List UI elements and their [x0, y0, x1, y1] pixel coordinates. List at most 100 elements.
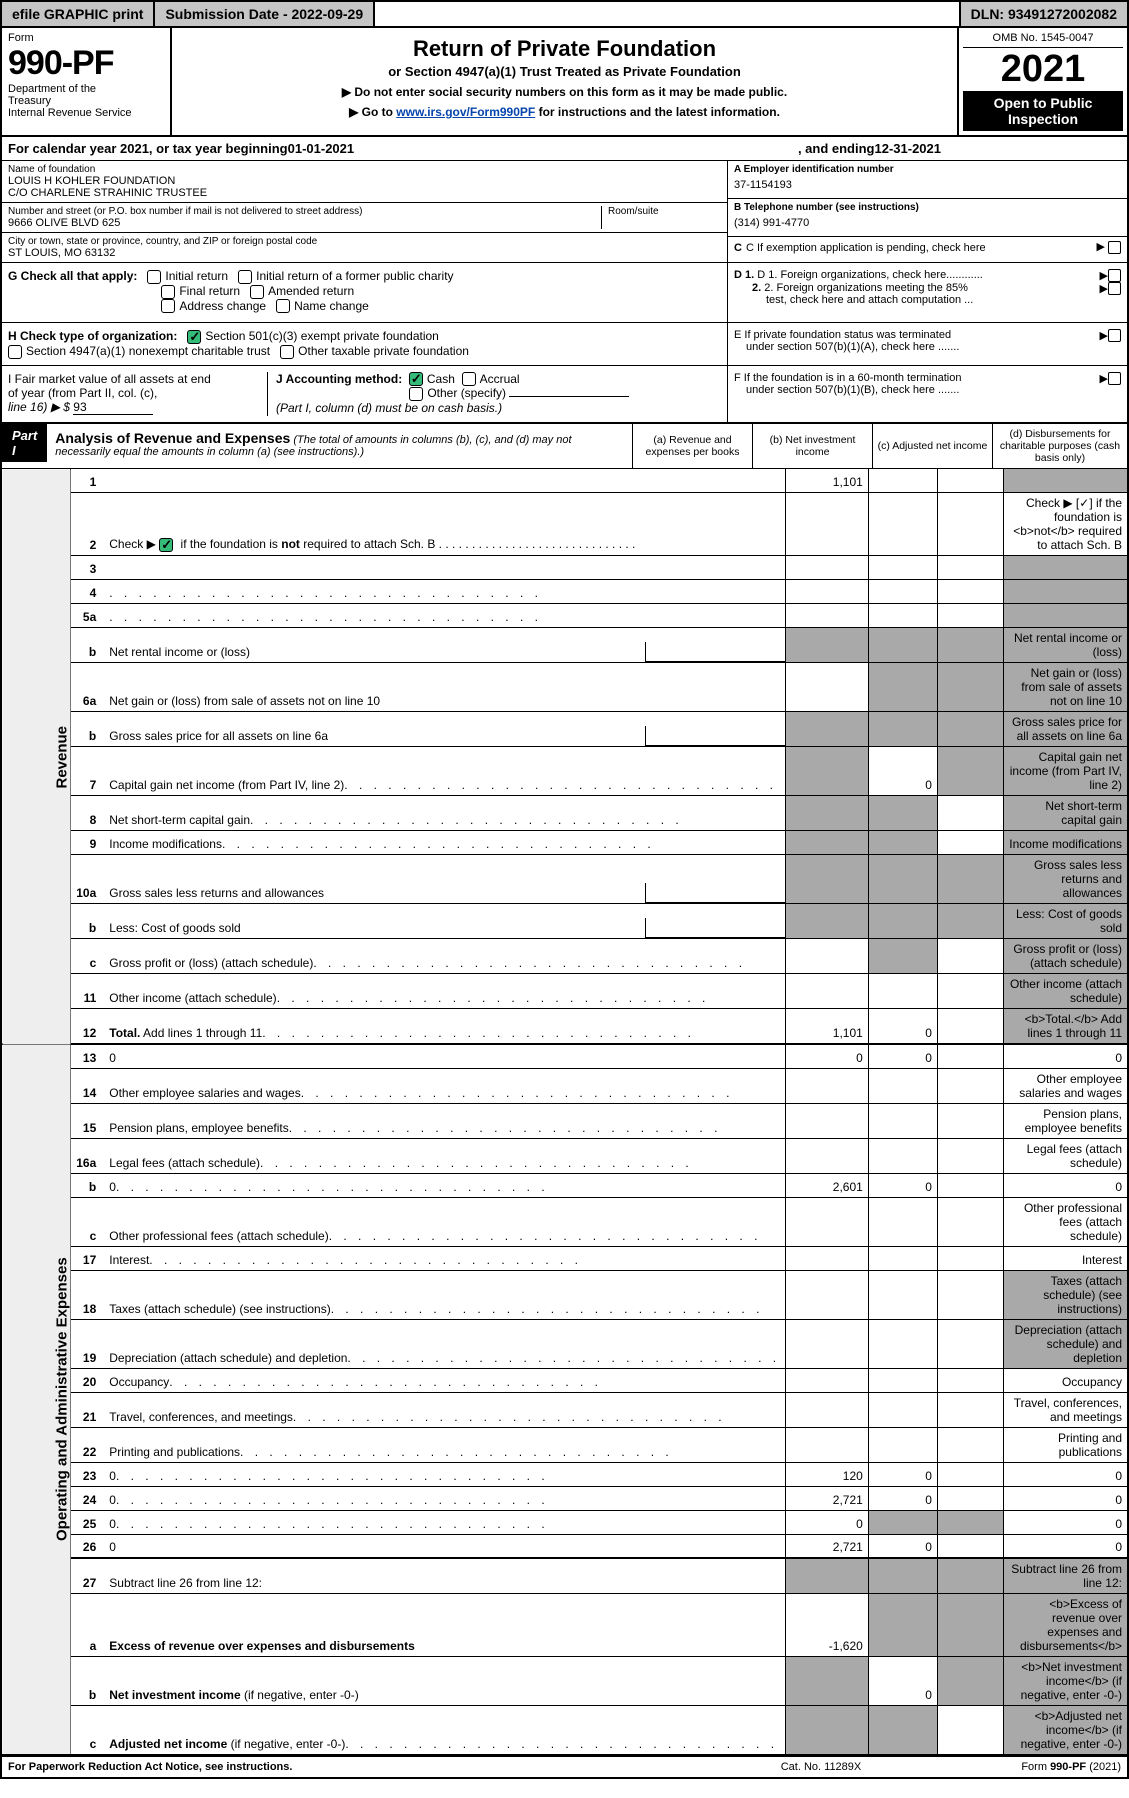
- cell-col-a: [786, 712, 869, 747]
- line-number: 16a: [71, 1138, 105, 1173]
- cell-col-c: [937, 1706, 1003, 1756]
- checkbox-d2[interactable]: [1108, 282, 1121, 295]
- cell-col-c: [937, 1138, 1003, 1173]
- line-description: . . . . . . . . . . . . . . . . . . . . …: [104, 604, 785, 628]
- cell-col-a: 2,721: [786, 1486, 869, 1510]
- line-number: b: [71, 712, 105, 747]
- cell-col-a: [786, 604, 869, 628]
- line-description: Income modifications . . . . . . . . . .…: [104, 831, 785, 855]
- header-left: Form 990-PF Department of the Treasury I…: [2, 28, 172, 135]
- cell-col-a: 1,101: [786, 469, 869, 493]
- checkbox-sch-b[interactable]: [159, 538, 173, 552]
- header-center: Return of Private Foundation or Section …: [172, 28, 957, 135]
- cell-col-b: [868, 1594, 937, 1657]
- cell-col-b: [868, 580, 937, 604]
- irs-link[interactable]: www.irs.gov/Form990PF: [396, 105, 535, 119]
- efile-graphic-link[interactable]: efile GRAPHIC print: [2, 2, 153, 26]
- cell-col-d: Pension plans, employee benefits: [1003, 1103, 1127, 1138]
- line-description: 0 . . . . . . . . . . . . . . . . . . . …: [104, 1486, 785, 1510]
- checkbox-final-return[interactable]: [161, 285, 175, 299]
- checkbox-e[interactable]: [1108, 329, 1121, 342]
- checkbox-initial-former[interactable]: [238, 270, 252, 284]
- cell-col-d: Travel, conferences, and meetings: [1003, 1392, 1127, 1427]
- checkbox-other-method[interactable]: [409, 387, 423, 401]
- cell-col-d: 0: [1003, 1486, 1127, 1510]
- line-row: 250 . . . . . . . . . . . . . . . . . . …: [2, 1510, 1127, 1534]
- form-note-1: ▶ Do not enter social security numbers o…: [178, 85, 951, 99]
- line-number: 4: [71, 580, 105, 604]
- cell-col-b: [868, 628, 937, 663]
- form-title: Return of Private Foundation: [178, 36, 951, 62]
- checkbox-d1[interactable]: [1108, 269, 1121, 282]
- cell-col-b: [868, 855, 937, 904]
- cell-col-c: [937, 604, 1003, 628]
- line-row: 2602,72100: [2, 1534, 1127, 1558]
- line-row: 9Income modifications . . . . . . . . . …: [2, 831, 1127, 855]
- line-row: b0 . . . . . . . . . . . . . . . . . . .…: [2, 1173, 1127, 1197]
- line-row: 16aLegal fees (attach schedule) . . . . …: [2, 1138, 1127, 1173]
- cell-col-b: [868, 939, 937, 974]
- line-number: 2: [71, 493, 105, 556]
- line-description: Printing and publications . . . . . . . …: [104, 1427, 785, 1462]
- line-number: 23: [71, 1462, 105, 1486]
- cell-col-b: [868, 712, 937, 747]
- checkbox-name-change[interactable]: [276, 299, 290, 313]
- line-row: 2Check ▶ if the foundation is not requir…: [2, 493, 1127, 556]
- line-row: cAdjusted net income (if negative, enter…: [2, 1706, 1127, 1756]
- cell-col-d: [1003, 469, 1127, 493]
- phone-value: (314) 991-4770: [734, 213, 1121, 233]
- cell-col-c: [937, 1270, 1003, 1319]
- line-description: [104, 469, 785, 493]
- cell-col-d: Gross sales price for all assets on line…: [1003, 712, 1127, 747]
- line-number: 19: [71, 1319, 105, 1368]
- col-c-header: (c) Adjusted net income: [872, 424, 992, 468]
- checkbox-4947[interactable]: [8, 345, 22, 359]
- cell-col-d: Net rental income or (loss): [1003, 628, 1127, 663]
- cell-col-a: [786, 747, 869, 796]
- line-row: 7Capital gain net income (from Part IV, …: [2, 747, 1127, 796]
- cell-col-d: Depreciation (attach schedule) and deple…: [1003, 1319, 1127, 1368]
- cell-col-d: <b>Net investment income</b> (if negativ…: [1003, 1657, 1127, 1706]
- line-description: Check ▶ if the foundation is not require…: [104, 493, 785, 556]
- cell-col-c: [937, 1392, 1003, 1427]
- line-description: Net short-term capital gain . . . . . . …: [104, 796, 785, 831]
- cell-col-c: [937, 1594, 1003, 1657]
- checkbox-f[interactable]: [1108, 372, 1121, 385]
- cell-col-a: [786, 663, 869, 712]
- checkbox-amended-return[interactable]: [250, 285, 264, 299]
- cell-col-c: [937, 1103, 1003, 1138]
- line-description: Other employee salaries and wages . . . …: [104, 1068, 785, 1103]
- cell-col-a: [786, 556, 869, 580]
- cell-col-b: [868, 904, 937, 939]
- line-number: 9: [71, 831, 105, 855]
- cell-col-d: <b>Excess of revenue over expenses and d…: [1003, 1594, 1127, 1657]
- cell-col-a: [786, 493, 869, 556]
- cell-col-c: [937, 1657, 1003, 1706]
- line-number: 26: [71, 1534, 105, 1558]
- checkbox-accrual[interactable]: [462, 372, 476, 386]
- line-row: 19 Depreciation (attach schedule) and dep…: [2, 1319, 1127, 1368]
- cell-col-b: [868, 1319, 937, 1368]
- line-description: Other income (attach schedule) . . . . .…: [104, 974, 785, 1009]
- box-c: CC If exemption application is pending, …: [728, 237, 1127, 257]
- line-row: 5a . . . . . . . . . . . . . . . . . . .…: [2, 604, 1127, 628]
- checkbox-other-taxable[interactable]: [280, 345, 294, 359]
- cell-col-b: [868, 974, 937, 1009]
- cell-col-a: [786, 1427, 869, 1462]
- line-number: 8: [71, 796, 105, 831]
- cell-col-d: 0: [1003, 1044, 1127, 1068]
- checkbox-address-change[interactable]: [161, 299, 175, 313]
- checkbox-initial-return[interactable]: [147, 270, 161, 284]
- checkbox-cash[interactable]: [409, 372, 423, 386]
- col-a-header: (a) Revenue and expenses per books: [632, 424, 752, 468]
- line-description: Gross sales less returns and allowances: [104, 855, 785, 904]
- line-description: Total. Add lines 1 through 11 . . . . . …: [104, 1009, 785, 1045]
- cell-col-a: [786, 831, 869, 855]
- cell-col-d: Interest: [1003, 1246, 1127, 1270]
- line-number: 12: [71, 1009, 105, 1045]
- checkbox-c[interactable]: [1108, 241, 1121, 254]
- header-right: OMB No. 1545-0047 2021 Open to PublicIns…: [957, 28, 1127, 135]
- checkbox-501c3[interactable]: [187, 330, 201, 344]
- cell-col-d: Taxes (attach schedule) (see instruction…: [1003, 1270, 1127, 1319]
- line-row: bNet investment income (if negative, ent…: [2, 1657, 1127, 1706]
